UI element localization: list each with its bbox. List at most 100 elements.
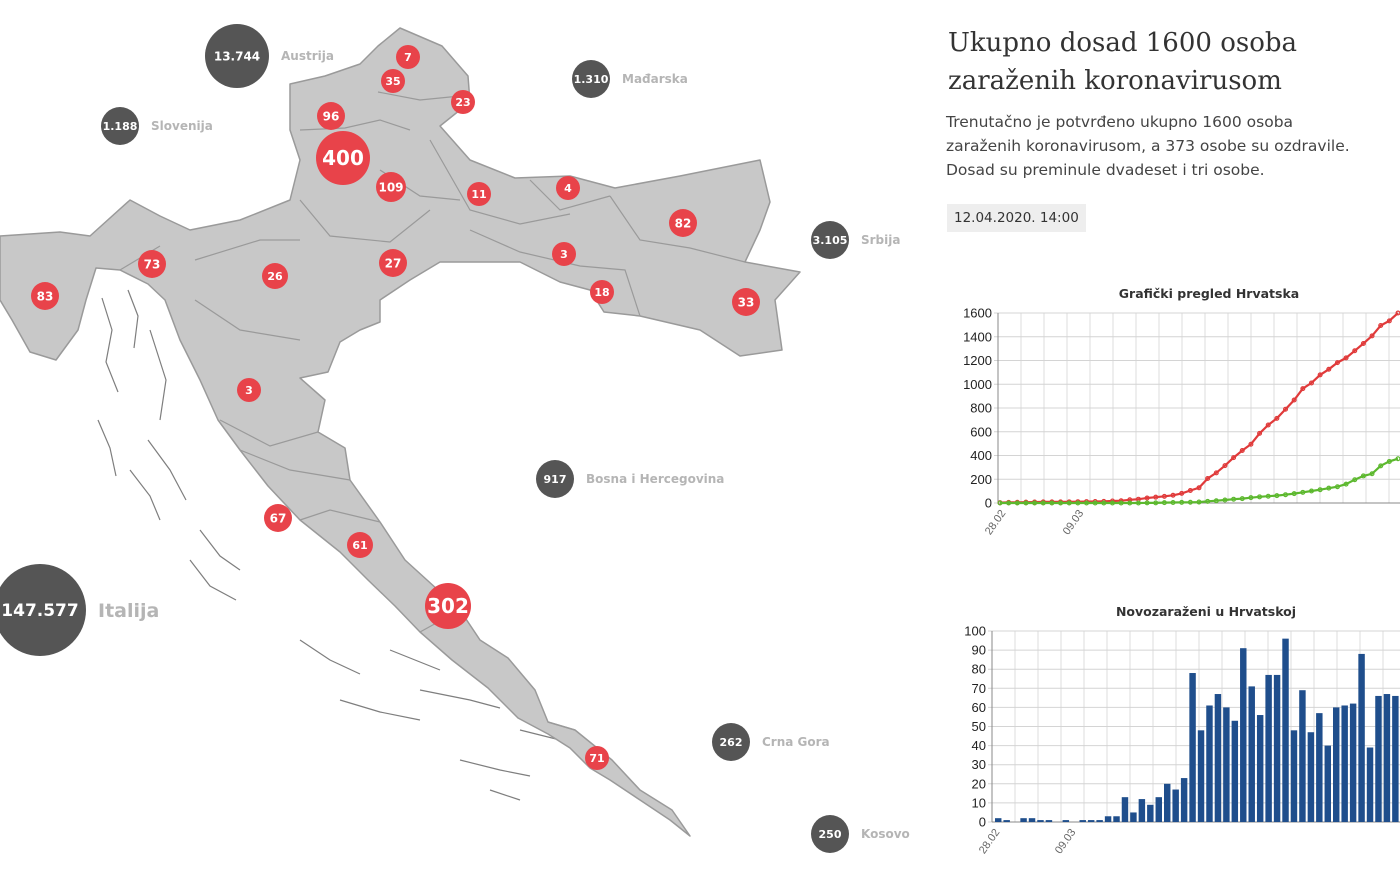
- country-bubble-circle: [205, 24, 269, 88]
- y-tick-label: 600: [970, 424, 992, 439]
- data-point: [1101, 500, 1107, 506]
- data-point: [1343, 481, 1349, 487]
- x-tick-label: 28.02: [983, 508, 1009, 537]
- data-point: [1179, 490, 1185, 496]
- data-point: [1179, 499, 1185, 505]
- page-title: Ukupno dosad 1600 osoba zaraženih korona…: [948, 24, 1388, 100]
- bar: [1349, 703, 1357, 822]
- bar: [1138, 799, 1146, 822]
- county-bubble-pozeska: 3: [552, 242, 576, 266]
- bar: [1206, 705, 1213, 822]
- data-point: [1291, 491, 1297, 497]
- data-point: [1187, 488, 1193, 494]
- y-tick-label: 100: [964, 624, 986, 639]
- bar: [1113, 816, 1120, 822]
- county-bubble-sisacka: 27: [379, 249, 407, 277]
- bar: [1079, 820, 1086, 822]
- data-point: [1248, 495, 1254, 501]
- data-point: [1334, 484, 1340, 490]
- data-point: [1326, 485, 1332, 491]
- bar: [1282, 638, 1289, 822]
- data-point: [1058, 500, 1064, 506]
- bar: [995, 818, 1002, 822]
- county-bubble-circle: [381, 69, 405, 93]
- country-bubble-value: 250: [819, 828, 842, 841]
- county-bubble-value: 400: [322, 146, 364, 170]
- country-bubble-slovenija: 1.188 Slovenija: [101, 107, 213, 145]
- county-bubble-value: 73: [144, 257, 161, 271]
- data-point: [1170, 492, 1176, 498]
- county-bubble-value: 4: [564, 182, 572, 195]
- country-bubble-value: 1.188: [103, 120, 138, 133]
- data-point: [1196, 485, 1202, 491]
- bar: [1366, 747, 1374, 822]
- data-point: [1205, 476, 1211, 482]
- y-tick-label: 70: [972, 681, 986, 696]
- y-tick-label: 1400: [963, 329, 992, 344]
- data-point: [1222, 463, 1228, 469]
- data-point: [1049, 500, 1055, 506]
- y-tick-label: 80: [972, 662, 986, 677]
- summary-text: Trenutačno je potvrđeno ukupno 1600 osob…: [946, 110, 1400, 182]
- data-point: [1170, 500, 1176, 506]
- county-bubble-bjelovarska: 11: [467, 182, 491, 206]
- x-tick-label: 09.03: [1053, 827, 1079, 856]
- county-bubble-circle: [317, 102, 345, 130]
- bar: [1290, 730, 1298, 822]
- country-bubble-circle: [536, 460, 574, 498]
- data-point: [1248, 441, 1254, 447]
- county-bubble-sibenska: 61: [347, 532, 373, 558]
- bar: [1045, 820, 1053, 822]
- bar: [1273, 674, 1281, 822]
- county-bubble-primorska: 73: [138, 250, 166, 278]
- summary-line-3: Dosad su preminule dvadeset i tri osobe.: [946, 161, 1265, 179]
- chart-title: Grafički pregled Hrvatska: [1119, 286, 1299, 301]
- total-cases-chart: Grafički pregled Hrvatska 0 200 400 600 800 10…: [963, 286, 1400, 537]
- country-label: Mađarska: [622, 72, 688, 86]
- bar: [1214, 694, 1222, 822]
- data-point: [1231, 455, 1237, 461]
- data-point: [1231, 496, 1237, 502]
- x-tick-label: 09.03: [1061, 508, 1087, 537]
- country-bubble-kosovo: 250 Kosovo: [811, 815, 910, 853]
- data-point: [1300, 489, 1306, 495]
- county-bubble-zagrebacka: 109: [376, 172, 406, 202]
- bar: [1028, 818, 1036, 822]
- data-point: [1317, 487, 1323, 493]
- county-bubble-value: 96: [323, 109, 340, 123]
- bar: [1197, 730, 1205, 822]
- country-bubble-srbija: 3.105 Srbija: [811, 221, 900, 259]
- new-cases-chart: Novozaraženi u Hrvatskoj 0 10 20 30 40 50 60 70 8…: [964, 604, 1400, 856]
- bar: [1256, 715, 1264, 822]
- county-bubble-circle: [316, 131, 370, 185]
- bar: [1265, 674, 1272, 822]
- county-bubble-value: 33: [738, 295, 755, 309]
- data-point: [1352, 477, 1358, 483]
- county-bubble-circle: [669, 209, 697, 237]
- county-bubble-circle: [138, 250, 166, 278]
- date-badge: 12.04.2020. 14:00: [947, 204, 1086, 232]
- country-label: Bosna i Hercegovina: [586, 472, 724, 486]
- bar: [1248, 686, 1255, 822]
- bar: [1003, 820, 1010, 822]
- county-bubble-viroviticka: 4: [556, 176, 580, 200]
- bar: [1147, 804, 1154, 822]
- county-bubble-vukovarska: 33: [732, 288, 760, 316]
- data-point: [1291, 397, 1297, 403]
- bar: [1240, 648, 1247, 822]
- data-point: [1144, 495, 1150, 501]
- country-bubble-austrija: 13.744 Austrija: [205, 24, 334, 88]
- y-tick-label: 0: [985, 496, 992, 511]
- county-bubble-dubrovacka: 71: [585, 746, 609, 770]
- data-point: [1326, 366, 1332, 372]
- county-bubble-value: 3: [560, 248, 568, 261]
- county-bubble-value: 83: [37, 289, 54, 303]
- county-bubble-circle: [264, 504, 292, 532]
- data-point: [1378, 322, 1384, 328]
- country-bubble-bih: 917 Bosna i Hercegovina: [536, 460, 724, 498]
- country-label: Austrija: [281, 49, 334, 63]
- county-bubble-varazdinska: 35: [381, 69, 405, 93]
- data-point: [1369, 333, 1375, 339]
- bar: [1358, 653, 1365, 822]
- county-bubble-brodska: 18: [590, 280, 614, 304]
